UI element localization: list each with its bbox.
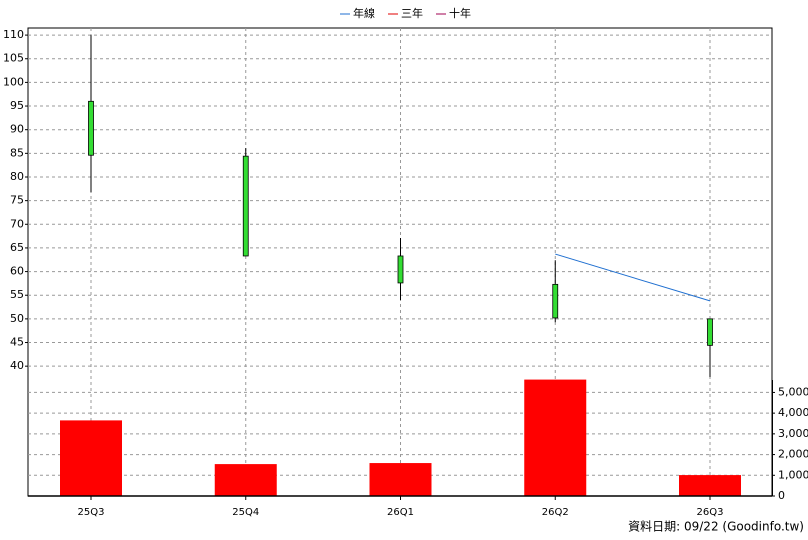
y-tick-label: 90 xyxy=(10,123,24,136)
x-tick-label: 26Q3 xyxy=(697,507,724,518)
candle-body xyxy=(707,318,713,346)
volume-bar xyxy=(369,463,432,496)
candle-body xyxy=(242,155,249,257)
legend-label: 三年 xyxy=(401,6,423,20)
volume-bar xyxy=(679,475,741,496)
volume-bar xyxy=(60,420,122,496)
x-tick-label: 25Q3 xyxy=(78,507,105,518)
y-tick-label: 45 xyxy=(10,336,24,349)
y-tick-label: 50 xyxy=(10,312,24,325)
series-line xyxy=(555,253,711,302)
candle-body xyxy=(88,100,94,156)
candle-body xyxy=(552,283,559,319)
x-tick-label: 26Q1 xyxy=(387,507,414,518)
y2-tick-label: 1,000 xyxy=(778,468,808,481)
y-tick-label: 100 xyxy=(3,75,24,88)
candle-body xyxy=(397,255,404,284)
source: 資料日期: 09/22 (Goodinfo.tw) xyxy=(628,520,804,534)
y-tick-label: 105 xyxy=(3,52,24,65)
y2-tick-label: 5,000 xyxy=(778,385,808,398)
y-tick-label: 70 xyxy=(10,217,24,230)
y-tick-label: 40 xyxy=(10,359,24,372)
x-tick-label: 25Q4 xyxy=(232,507,259,518)
volume-bar xyxy=(524,379,587,496)
y-tick-label: 60 xyxy=(10,265,24,278)
y-tick-label: 85 xyxy=(10,146,24,159)
y2-tick-label: 3,000 xyxy=(778,427,808,440)
y2-tick-label: 4,000 xyxy=(778,406,808,419)
y-tick-label: 80 xyxy=(10,170,24,183)
y-tick-label: 55 xyxy=(10,288,24,301)
volume-bar xyxy=(214,464,277,496)
y-tick-label: 110 xyxy=(3,28,24,41)
y2-tick-label: 0 xyxy=(778,489,785,502)
y2-tick-label: 2,000 xyxy=(778,448,808,461)
legend-label: 年線 xyxy=(353,6,375,20)
y-tick-label: 95 xyxy=(10,99,24,112)
x-tick-label: 26Q2 xyxy=(542,507,569,518)
y-tick-label: 65 xyxy=(10,241,24,254)
legend-label: 十年 xyxy=(449,6,471,20)
y-tick-label: 75 xyxy=(10,194,24,207)
